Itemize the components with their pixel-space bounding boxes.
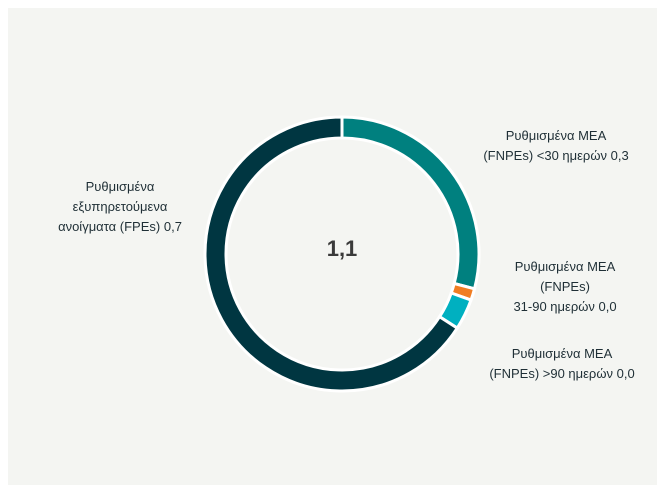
label-line: ανοίγματα (FPEs): [58, 219, 160, 234]
label-line: (FNPEs): [540, 279, 590, 294]
total-label: 1,1: [327, 236, 358, 261]
label-line: Ρυθμισμένα MEA: [512, 346, 613, 361]
label-line: Ρυθμισμένα MEA: [515, 259, 616, 274]
segment-label: Ρυθμισμένα MEA (FNPEs) <30 ημερών 0,3: [483, 128, 628, 163]
label-line: (FNPEs) >90 ημερών: [489, 366, 613, 381]
value-label: 0,0: [598, 299, 616, 314]
value-label: 0,7: [164, 219, 182, 234]
card: [8, 8, 657, 485]
segment-label: Ρυθμισμένα MEA (FNPEs) >90 ημερών 0,0: [489, 346, 634, 381]
donut-segment: [203, 115, 460, 393]
value-label: 0,0: [617, 366, 635, 381]
label-line: 31-90 ημερών: [513, 299, 594, 314]
value-label: 0,3: [611, 148, 629, 163]
label-line: (FNPEs) <30 ημερών: [483, 148, 607, 163]
label-line: Ρυθμισμένα: [86, 179, 155, 194]
segment-label: Ρυθμισμένα MEA (FNPEs) 31-90 ημερών 0,0: [513, 259, 616, 314]
label-line: εξυπηρετούμενα: [73, 199, 168, 214]
segment-label: Ρυθμισμένα εξυπηρετούμενα ανοίγματα (FPEs)…: [58, 179, 182, 234]
label-line: Ρυθμισμένα MEA: [506, 128, 607, 143]
